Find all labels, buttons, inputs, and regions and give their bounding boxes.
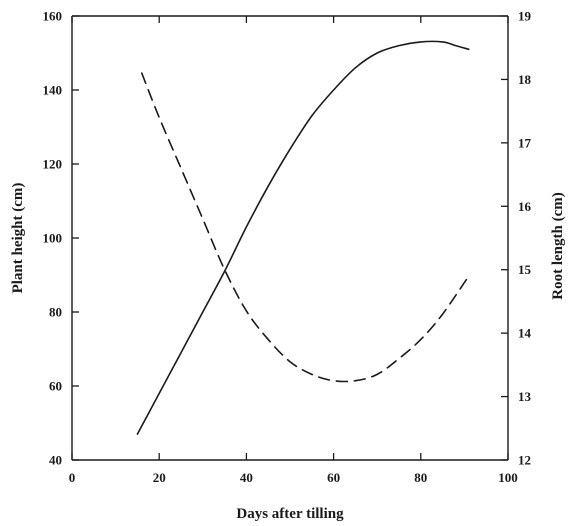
y-tick-label-right: 13 bbox=[518, 389, 532, 404]
y-tick-label-right: 12 bbox=[518, 453, 531, 468]
ticks-layer: 0 20 40 60 80 100 40 60 80 100 120 140 160 12 13 14 15 16… bbox=[43, 9, 532, 486]
series-layer bbox=[136, 40, 470, 435]
y-axis-title-right: Root length (cm) bbox=[550, 192, 566, 299]
y-tick-label-right: 15 bbox=[518, 262, 532, 277]
y-tick-label-left: 140 bbox=[43, 83, 63, 98]
x-tick-label: 100 bbox=[498, 470, 518, 485]
y-tick-label-left: 60 bbox=[49, 379, 62, 394]
x-tick-label: 80 bbox=[414, 470, 427, 485]
y-tick-label-left: 160 bbox=[43, 9, 63, 24]
y-tick-label-right: 16 bbox=[518, 199, 532, 214]
x-tick-label: 60 bbox=[327, 470, 340, 485]
x-tick-label: 20 bbox=[153, 470, 166, 485]
y-axis-title-left: Plant height (cm) bbox=[10, 183, 26, 294]
y-tick-label-right: 19 bbox=[518, 9, 532, 24]
y-tick-label-left: 40 bbox=[49, 453, 62, 468]
x-axis-title: Days after tilling bbox=[236, 506, 344, 522]
axes-layer bbox=[71, 15, 509, 461]
y-tick-label-left: 120 bbox=[43, 157, 63, 172]
plant-height-solid-line bbox=[136, 40, 470, 435]
y-tick-label-right: 18 bbox=[518, 72, 532, 87]
labels-layer: Days after tilling Plant height (cm) Roo… bbox=[10, 183, 566, 522]
x-tick-label: 0 bbox=[69, 470, 76, 485]
root-length-dashed-line bbox=[140, 72, 470, 383]
y-tick-label-right: 17 bbox=[518, 135, 532, 150]
y-tick-label-left: 100 bbox=[43, 231, 63, 246]
y-tick-label-left: 80 bbox=[49, 305, 62, 320]
y-tick-label-right: 14 bbox=[518, 326, 532, 341]
x-tick-label: 40 bbox=[240, 470, 253, 485]
